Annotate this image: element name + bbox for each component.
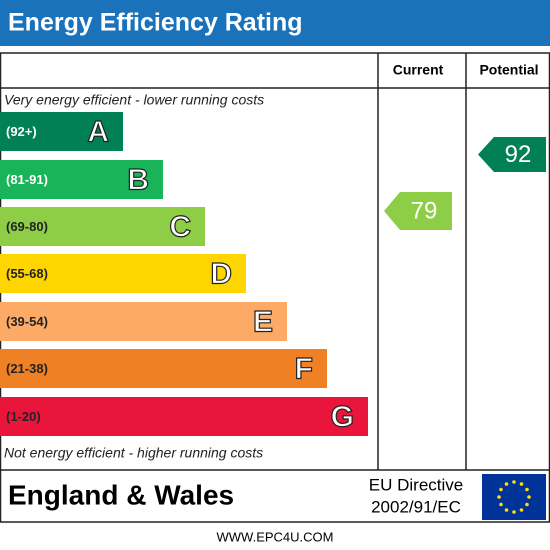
band-bar (0, 254, 246, 293)
eu-star (499, 502, 503, 507)
band-range: (92+) (6, 124, 37, 139)
band-range: (55-68) (6, 266, 48, 281)
band-bar (0, 207, 205, 246)
band-letter: C (169, 210, 191, 243)
eu-star (497, 495, 501, 499)
rating-arrow (384, 192, 452, 230)
eu-star (512, 510, 516, 514)
directive: EU Directive (369, 475, 463, 494)
band-bar (0, 160, 163, 199)
band-bar (0, 397, 368, 436)
band-letter: D (210, 257, 232, 290)
eu-star (499, 487, 503, 492)
band-letter: F (295, 352, 313, 385)
band-letter: B (127, 163, 149, 196)
rating-value: 92 (505, 141, 532, 168)
band-bar (0, 112, 123, 151)
column-header: Potential (479, 62, 538, 78)
column-header: Current (393, 62, 444, 78)
title: Energy Efficiency Rating (8, 9, 303, 37)
band-range: (21-38) (6, 361, 48, 376)
eu-star (519, 482, 524, 486)
top-note: Very energy efficient - lower running co… (4, 92, 264, 108)
title-bar (0, 0, 550, 46)
directive: 2002/91/EC (371, 497, 461, 516)
band-letter: G (331, 400, 354, 433)
band-letter: E (253, 305, 273, 338)
eu-star (519, 508, 524, 512)
rating-arrow (478, 137, 546, 172)
eu-star (527, 495, 531, 499)
eu-star (525, 487, 529, 492)
website: WWW.EPC4U.COM (217, 529, 334, 544)
eu-star (512, 480, 516, 484)
eu-star (525, 502, 529, 507)
region: England & Wales (8, 479, 234, 510)
band-bar (0, 349, 327, 388)
band-letter: A (87, 115, 109, 148)
eu-star (504, 482, 509, 486)
band-bar (0, 302, 287, 341)
eu-star (504, 508, 509, 512)
band-range: (39-54) (6, 314, 48, 329)
bottom-note: Not energy efficient - higher running co… (4, 445, 263, 461)
rating-value: 79 (411, 197, 438, 224)
band-range: (1-20) (6, 409, 41, 424)
band-range: (69-80) (6, 219, 48, 234)
band-range: (81-91) (6, 172, 48, 187)
